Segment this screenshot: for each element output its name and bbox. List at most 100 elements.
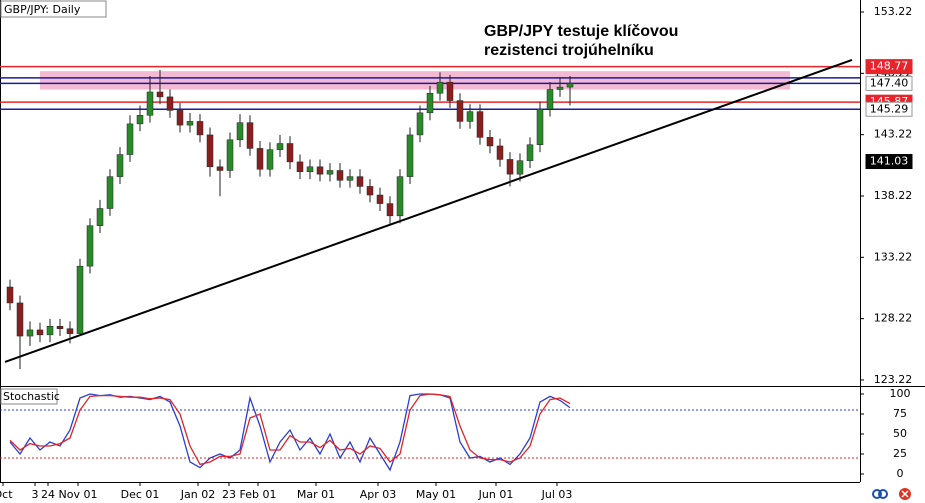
y-tick-label: 100: [890, 387, 911, 400]
resistance-zone: [40, 71, 790, 90]
x-tick-label: 23: [222, 488, 236, 501]
price-tag-label: 147.40: [870, 76, 909, 89]
status-icons: [872, 488, 911, 500]
candle-body: [166, 96, 174, 111]
x-tick-label: Dec 01: [121, 488, 160, 501]
price-tag: [865, 75, 913, 91]
candle-body: [326, 170, 334, 175]
candle-body: [256, 148, 264, 170]
x-tick-label: May 01: [416, 488, 456, 501]
candle-body: [416, 112, 424, 136]
candle-body: [226, 139, 234, 171]
candle-body: [206, 134, 214, 168]
candle-body: [266, 149, 274, 170]
y-tick-label: 138.22: [874, 189, 913, 202]
candle-body: [476, 111, 484, 138]
candle-body: [356, 176, 364, 187]
y-tick-label: 133.22: [874, 250, 913, 263]
candle-body: [46, 326, 54, 336]
price-tag: [865, 154, 913, 170]
stochastic-panel: 100 75 50 25 0: [0, 387, 911, 480]
x-tick-label: Oct: [0, 488, 13, 501]
link-icon: [878, 489, 888, 499]
trendline: [4, 59, 853, 363]
candle-body: [16, 302, 24, 337]
price-tag-label: 145.29: [870, 102, 909, 115]
candle-body: [216, 166, 224, 171]
candle-body: [276, 143, 284, 150]
candle-body: [26, 329, 34, 337]
candle-body: [146, 91, 154, 116]
candle-body: [346, 176, 354, 181]
candle-body: [456, 100, 464, 122]
candle-body: [486, 137, 494, 147]
candle-body: [406, 134, 414, 177]
candle-body: [156, 91, 164, 98]
candle-body: [6, 286, 14, 304]
y-tick-label: 75: [893, 407, 907, 420]
stoch-line: [9, 393, 571, 466]
candle-body: [106, 176, 114, 209]
price-tag-label: 148.77: [870, 60, 909, 73]
candle-body: [566, 83, 574, 88]
y-tick-label: 25: [893, 447, 907, 460]
price-panel: 153.22148.22143.22138.22133.22128.22123.…: [0, 5, 913, 386]
y-tick-label: 153.22: [874, 5, 913, 18]
x-tick-label: 3: [32, 488, 39, 501]
y-tick-label: 123.22: [874, 373, 913, 386]
candle-body: [336, 170, 344, 181]
y-tick-label: 128.22: [874, 312, 913, 325]
x-tick-label: Jan 02: [180, 488, 215, 501]
price-tag: [865, 59, 913, 75]
x-tick-label: Mar 01: [297, 488, 335, 501]
candle-body: [96, 208, 104, 226]
candle-body: [366, 186, 374, 196]
candle-body: [426, 92, 434, 114]
candle-body: [386, 203, 394, 217]
candle-body: [516, 160, 524, 175]
stoch-title: Stochastic: [3, 390, 60, 403]
candle-body: [286, 143, 294, 163]
candle-body: [556, 86, 564, 90]
candle-body: [376, 194, 384, 204]
candle-body: [76, 265, 84, 334]
candle-body: [66, 328, 74, 334]
link-icon: [872, 489, 882, 499]
candle-body: [306, 166, 314, 172]
candle-body: [196, 121, 204, 136]
candle-body: [176, 110, 184, 126]
candle-body: [496, 145, 504, 160]
candle-body: [316, 166, 324, 175]
candle-body: [246, 122, 254, 149]
y-tick-label: 143.22: [874, 128, 913, 141]
candle-body: [36, 329, 44, 336]
x-tick-label: Apr 03: [360, 488, 397, 501]
candle-body: [446, 81, 454, 101]
candle-body: [236, 122, 244, 141]
x-tick-label: 24: [41, 488, 55, 501]
candle-body: [126, 123, 134, 155]
x-tick-label: Nov 01: [59, 488, 98, 501]
candle-body: [536, 108, 544, 145]
price-tag: [865, 101, 913, 117]
candle-body: [56, 326, 64, 329]
x-tick-label: Jun 01: [478, 488, 514, 501]
annotation: rezistenci trojúhelníku: [484, 42, 654, 59]
candle-body: [546, 89, 554, 110]
candle-body: [296, 161, 304, 172]
y-tick-label: 50: [893, 427, 907, 440]
candle-body: [116, 154, 124, 177]
x-tick-label: Jul 03: [541, 488, 573, 501]
candle-body: [526, 144, 534, 161]
candle-body: [86, 225, 94, 267]
close-icon-x: [901, 490, 909, 498]
candle-body: [136, 115, 144, 125]
candle-body: [506, 159, 514, 175]
candle-body: [466, 111, 474, 122]
candle-body: [186, 121, 194, 126]
title-box: [0, 0, 107, 18]
price-tag-label: 141.03: [870, 155, 909, 168]
stoch-title-box: [0, 388, 58, 405]
candle-body: [396, 176, 404, 217]
